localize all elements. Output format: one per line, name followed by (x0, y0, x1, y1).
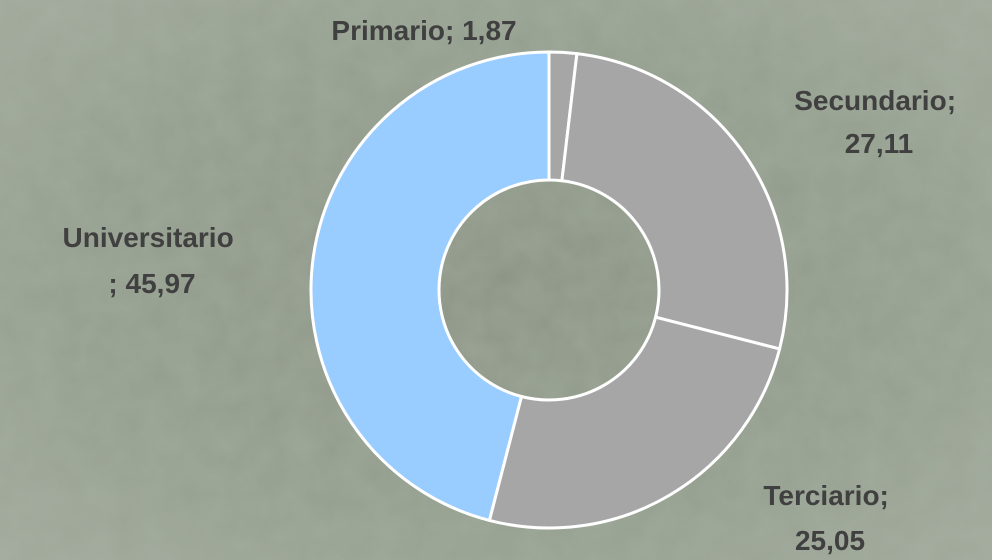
data-label: Primario; 1,87 (331, 15, 516, 46)
donut (309, 50, 789, 530)
label-value: 27,11 (845, 128, 914, 159)
label-category: Primario (331, 15, 445, 46)
data-label: Secundario; 27,11 (794, 85, 964, 159)
donut-slice (309, 50, 551, 522)
label-category: Terciario (763, 480, 879, 511)
data-label: Universitario ; 45,97 (63, 222, 242, 299)
label-separator: ; (947, 85, 964, 116)
data-label: Terciario; 25,05 (763, 480, 896, 556)
label-separator: ; (108, 268, 125, 299)
donut-slice (560, 52, 789, 351)
label-category: Universitario (63, 222, 234, 253)
label-value: 1,87 (462, 15, 517, 46)
label-value: 25,05 (795, 525, 865, 556)
label-separator: ; (445, 15, 462, 46)
label-category: Secundario (794, 85, 946, 116)
label-value: 45,97 (126, 268, 196, 299)
label-separator: ; (880, 480, 897, 511)
donut-slice (487, 315, 782, 530)
